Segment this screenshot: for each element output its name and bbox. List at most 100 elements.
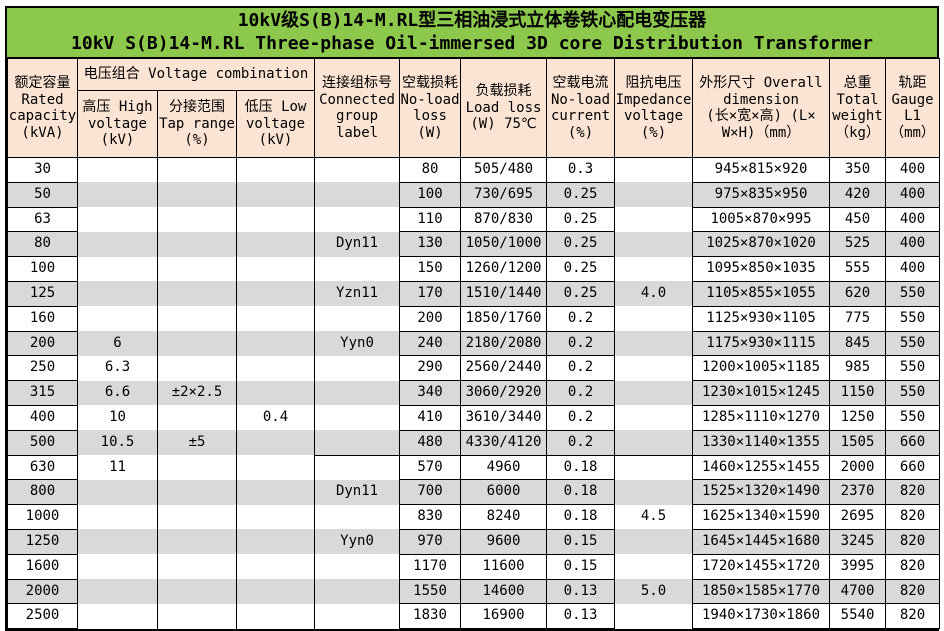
table-row: 250 6.3 290 2560/2440 0.2 1200×1005×1185 985 55… (7, 355, 941, 382)
cell-no-load-loss: 340 (399, 380, 462, 406)
table-row: 80 Dyn11 130 1050/1000 0.25 1025×870×1020 525 4… (7, 231, 941, 258)
header-no-load-loss: 空载损耗 No-load loss (W) (399, 58, 462, 158)
cell-dimension: 1720×1455×1720 (692, 553, 831, 580)
table-row: 200 6 Yyn0 240 2180/2080 0.2 1175×930×1115 845 5… (7, 330, 941, 357)
cell-gauge: 400 (885, 181, 941, 208)
cell-gauge: 400 (885, 231, 941, 258)
cell-capacity: 200 (7, 330, 78, 357)
cell-dimension: 945×815×920 (692, 157, 831, 183)
header-no-load-current: 空载电流 No-load current (%) (546, 58, 616, 158)
cell-impedance (614, 380, 694, 406)
cell-hv (77, 504, 158, 530)
cell-impedance (614, 331, 694, 356)
cell-tap (157, 231, 237, 257)
cell-impedance (614, 529, 694, 555)
header-impedance-voltage: 阻抗电压 Impedance voltage (%) (614, 58, 694, 158)
cell-weight: 620 (829, 280, 887, 307)
table-row: 160 200 1850/1760 0.2 1125×930×1105 775 550 (7, 305, 941, 332)
cell-current: 0.2 (546, 380, 616, 406)
cell-current: 0.13 (546, 603, 616, 630)
cell-no-load-loss: 240 (399, 330, 462, 357)
cell-current: 0.2 (546, 355, 616, 382)
table-row: 400 10 0.4 410 3610/3440 0.2 1285×1110×1270 125… (7, 404, 941, 431)
cell-tap (157, 207, 237, 232)
cell-lv (235, 207, 316, 232)
cell-hv (77, 479, 158, 505)
cell-tap (157, 157, 237, 183)
table-row: 30 80 505/480 0.3 945×815×920 350 400 (7, 157, 941, 183)
cell-capacity: 50 (7, 181, 78, 208)
cell-weight: 1150 (829, 380, 887, 406)
cell-tap (157, 331, 237, 356)
table-row: 1000 830 8240 0.18 4.5 1625×1340×1590 2695 820 (7, 504, 941, 530)
table-row: 63 110 870/830 0.25 1005×870×995 450 400 (7, 206, 941, 233)
header-high-voltage: 高压 High voltage (kV) (77, 90, 158, 158)
cell-load-loss: 3610/3440 (460, 404, 548, 431)
cell-load-loss: 9600 (460, 528, 548, 555)
header-group-label: 连接组标号 Connected group label (314, 58, 401, 158)
cell-gauge: 660 (885, 454, 941, 481)
cell-capacity: 250 (7, 355, 78, 382)
table-header: 额定容量 Rated capacity (kVA) 电压组合 Voltage c… (7, 58, 941, 158)
cell-load-loss: 4330/4120 (460, 429, 548, 456)
cell-load-loss: 505/480 (460, 157, 548, 183)
cell-group: Yyn0 (314, 331, 401, 356)
cell-load-loss: 870/830 (460, 206, 548, 233)
cell-hv (77, 529, 158, 555)
header-load-loss: 负载损耗 Load loss (W) 75℃ (460, 58, 548, 158)
transformer-spec-table: 额定容量 Rated capacity (kVA) 电压组合 Voltage c… (7, 58, 941, 630)
cell-tap: ±2×2.5 (157, 380, 237, 406)
cell-lv (235, 554, 316, 580)
cell-capacity: 315 (7, 380, 78, 406)
cell-load-loss: 730/695 (460, 181, 548, 208)
header-voltage-combination: 电压组合 Voltage combination (76, 58, 316, 91)
cell-tap (157, 455, 237, 480)
cell-capacity: 125 (7, 280, 78, 307)
table-row: 315 6.6 ±2×2.5 340 3060/2920 0.2 1230×1015×124… (7, 380, 941, 406)
header-rated-capacity: 额定容量 Rated capacity (kVA) (7, 58, 78, 158)
cell-no-load-loss: 410 (399, 404, 462, 431)
cell-no-load-loss: 170 (399, 280, 462, 307)
header-overall-dimension: 外形尺寸 Overall dimension (长×宽×高) (L× W×H)（… (692, 58, 831, 158)
cell-capacity: 1250 (7, 528, 78, 555)
cell-group (314, 306, 401, 332)
title-line-cn: 10kV级S(B)14-M.RL型三相油浸式立体卷铁心配电变压器 (237, 10, 707, 31)
cell-gauge: 400 (885, 157, 941, 183)
cell-tap (157, 405, 237, 431)
cell-load-loss: 3060/2920 (460, 380, 548, 406)
cell-impedance (614, 207, 694, 232)
cell-no-load-loss: 80 (399, 157, 462, 183)
cell-current: 0.25 (546, 280, 616, 307)
cell-dimension: 1200×1005×1185 (692, 355, 831, 382)
cell-group (314, 504, 401, 530)
table-body: 30 80 505/480 0.3 945×815×920 350 400 50 100 730/… (7, 157, 941, 630)
cell-hv (77, 157, 158, 183)
cell-lv (235, 306, 316, 332)
cell-impedance (614, 554, 694, 580)
cell-load-loss: 8240 (460, 504, 548, 530)
cell-gauge: 550 (885, 404, 941, 431)
cell-group (314, 380, 401, 406)
cell-gauge: 820 (885, 553, 941, 580)
cell-gauge: 550 (885, 355, 941, 382)
cell-lv (235, 603, 316, 629)
cell-hv (77, 306, 158, 332)
cell-load-loss: 2560/2440 (460, 355, 548, 382)
cell-hv: 10.5 (77, 430, 158, 456)
cell-lv (235, 529, 316, 555)
cell-current: 0.25 (546, 206, 616, 233)
cell-group (314, 603, 401, 629)
cell-group: Yzn11 (314, 281, 401, 307)
cell-no-load-loss: 290 (399, 355, 462, 382)
table-row: 500 10.5 ±5 480 4330/4120 0.2 1330×1140×1355 15… (7, 429, 941, 456)
table-row: 2000 1550 14600 0.13 5.0 1850×1585×1770 4700 82… (7, 578, 941, 605)
cell-gauge: 820 (885, 479, 941, 506)
cell-hv (77, 281, 158, 307)
cell-hv: 6 (77, 331, 158, 356)
cell-gauge: 550 (885, 280, 941, 307)
cell-hv (77, 603, 158, 629)
cell-weight: 1250 (829, 404, 887, 431)
cell-dimension: 1940×1730×1860 (692, 603, 831, 630)
cell-tap (157, 529, 237, 555)
cell-dimension: 1005×870×995 (692, 206, 831, 233)
